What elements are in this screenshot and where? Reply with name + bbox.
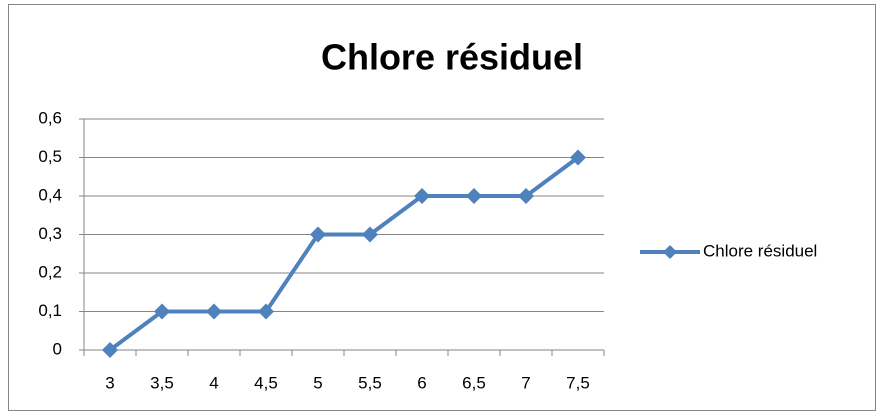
marker: [102, 342, 118, 358]
x-tick-label: 6: [417, 373, 426, 392]
marker: [362, 226, 378, 243]
y-tick-label: 0,2: [38, 262, 62, 281]
y-tick-label: 0: [53, 339, 62, 358]
chart-border: [8, 4, 876, 411]
y-tick-label: 0,3: [38, 224, 62, 243]
x-tick-label: 6,5: [462, 373, 486, 392]
x-tick-label: 4: [209, 373, 218, 392]
series-line: [108, 155, 580, 352]
x-tick-label: 5,5: [358, 373, 382, 392]
y-tick-label: 0,6: [38, 108, 62, 127]
x-tick-label: 3,5: [150, 373, 174, 392]
marker: [310, 226, 326, 243]
y-tick-label: 0,4: [38, 185, 62, 204]
marker: [414, 188, 430, 204]
y-tick-label: 0,1: [38, 301, 62, 320]
legend-marker: [663, 245, 677, 259]
marker: [154, 303, 170, 320]
x-tick-label: 3: [105, 373, 114, 392]
y-tick-label: 0,5: [38, 147, 62, 166]
chart-title: Chlore résiduel: [321, 37, 583, 78]
x-tick-label: 4,5: [254, 373, 278, 392]
marker: [518, 188, 534, 204]
x-tick-label: 7,5: [566, 373, 590, 392]
x-tick-label: 7: [521, 373, 530, 392]
x-tick-label: 5: [313, 373, 322, 392]
marker: [466, 188, 482, 204]
marker: [258, 303, 274, 320]
marker: [570, 149, 586, 166]
legend-label: Chlore résiduel: [703, 241, 817, 260]
marker: [206, 303, 222, 320]
